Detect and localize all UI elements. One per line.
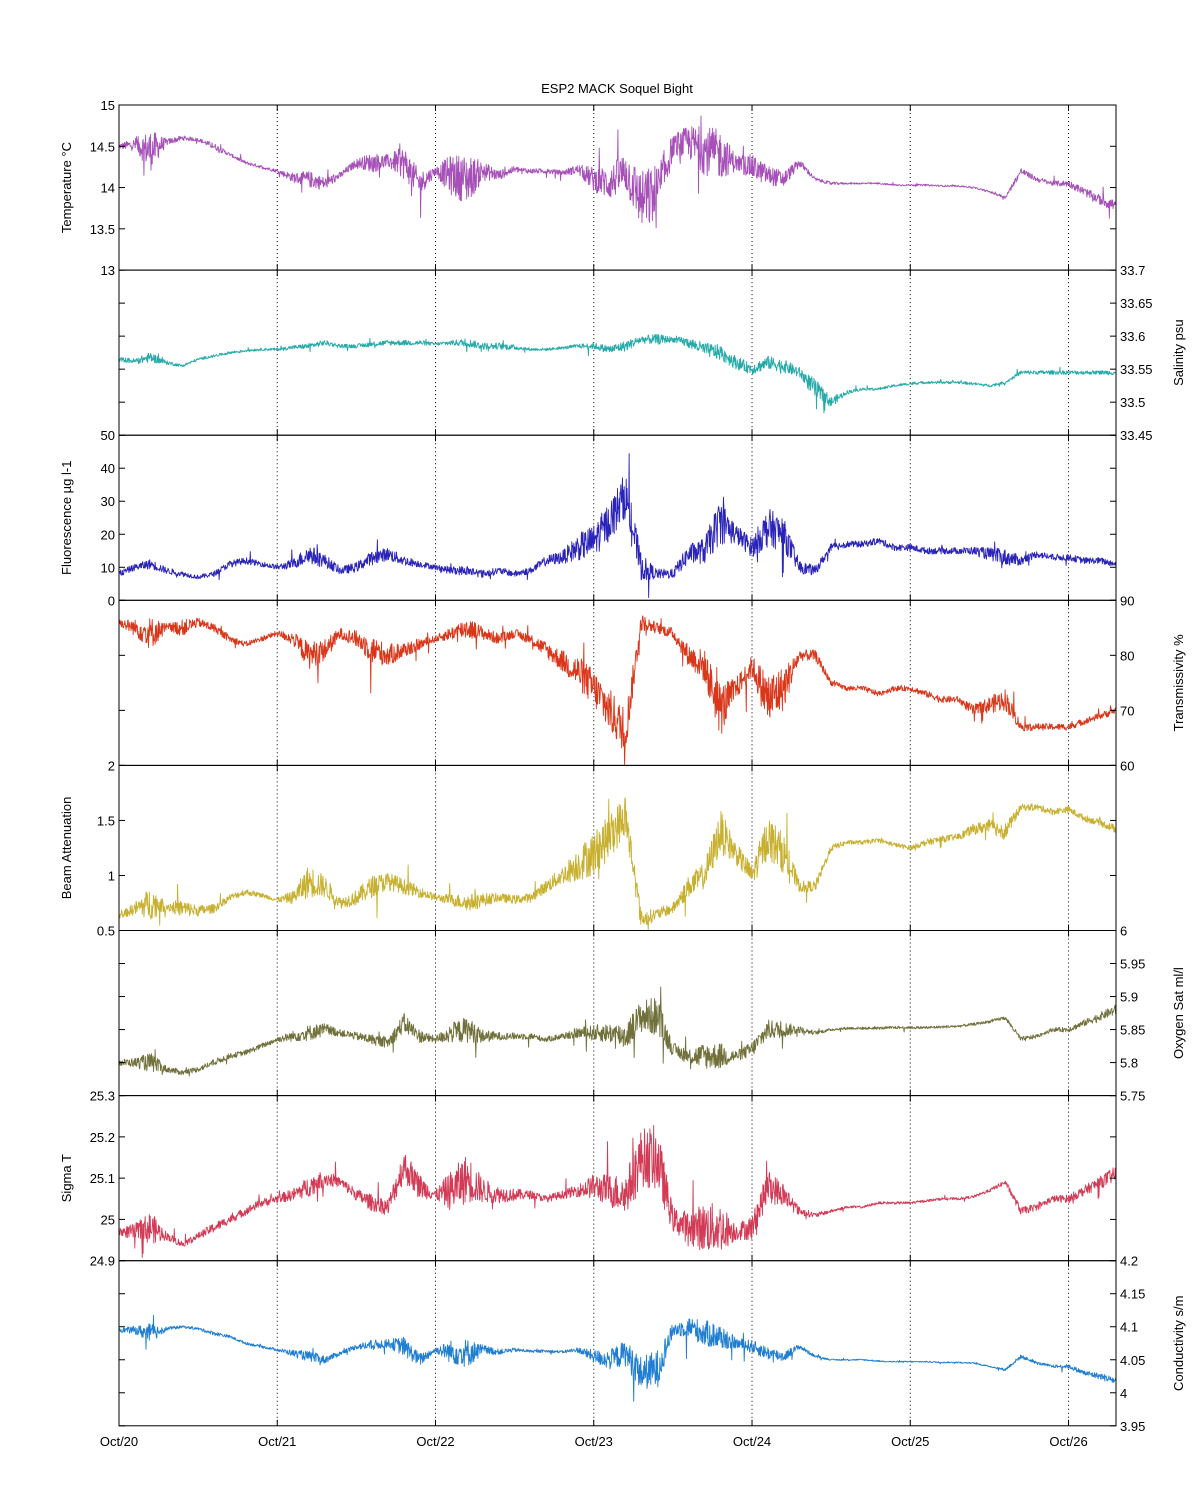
xtick-label-1: Oct/21: [258, 1434, 296, 1449]
ylabel-transmissivity: Transmissivity %: [1171, 634, 1186, 731]
ytick-label-temperature-4: 15: [101, 98, 115, 113]
ytick-label-transmissivity-1: 70: [1120, 703, 1134, 718]
ytick-label-salinity-0: 33.45: [1120, 428, 1153, 443]
ytick-label-oxygen-1: 5.8: [1120, 1056, 1138, 1071]
ytick-label-oxygen-5: 6: [1120, 924, 1127, 939]
ytick-label-conductivity-3: 4.1: [1120, 1320, 1138, 1335]
panel-salinity: 33.45 33.5 33.55 33.6 33.65 33.7 Salinity psu: [118, 263, 1186, 443]
panel-beam_attenuation: 0.5 1 1.5 2 Beam Attenuation: [59, 758, 1117, 939]
chart-title: ESP2 MACK Soquel Bight: [541, 81, 693, 96]
panel-conductivity: 3.95 4 4.05 4.1 4.15 4.2 Conductivity s/m: [118, 1254, 1186, 1434]
ylabel-temperature: Temperature °C: [59, 142, 74, 233]
ytick-label-conductivity-0: 3.95: [1120, 1419, 1145, 1434]
ytick-label-salinity-1: 33.5: [1120, 395, 1145, 410]
ytick-label-fluorescence-1: 10: [101, 560, 115, 575]
ylabel-conductivity: Conductivity s/m: [1171, 1296, 1186, 1391]
xtick-label-4: Oct/24: [733, 1434, 771, 1449]
panel-oxygen: 5.75 5.8 5.85 5.9 5.95 6 Oxygen Sat ml/l: [118, 924, 1186, 1104]
ytick-label-fluorescence-4: 40: [101, 461, 115, 476]
ytick-label-transmissivity-0: 60: [1120, 758, 1134, 773]
ytick-label-sigma_t-1: 25: [101, 1212, 115, 1227]
ytick-label-beam_attenuation-2: 1.5: [97, 813, 115, 828]
ytick-label-fluorescence-3: 30: [101, 494, 115, 509]
ylabel-sigma_t: Sigma T: [59, 1154, 74, 1202]
panel-sigma_t: 24.9 25 25.1 25.2 25.3 Sigma T: [59, 1089, 1117, 1269]
series-line-sigma_t: [118, 1125, 1117, 1258]
ytick-label-conductivity-5: 4.2: [1120, 1254, 1138, 1269]
ytick-label-salinity-4: 33.65: [1120, 296, 1153, 311]
ytick-label-sigma_t-0: 24.9: [90, 1254, 115, 1269]
ytick-label-salinity-3: 33.6: [1120, 329, 1145, 344]
ytick-label-fluorescence-5: 50: [101, 428, 115, 443]
ytick-label-temperature-0: 13: [101, 263, 115, 278]
series-line-transmissivity: [118, 615, 1117, 766]
ytick-label-temperature-1: 13.5: [90, 222, 115, 237]
ytick-label-oxygen-4: 5.95: [1120, 957, 1145, 972]
ytick-label-conductivity-4: 4.15: [1120, 1287, 1145, 1302]
ylabel-salinity: Salinity psu: [1171, 319, 1186, 385]
ytick-label-transmissivity-3: 90: [1120, 593, 1134, 608]
ytick-label-salinity-2: 33.55: [1120, 362, 1153, 377]
ytick-label-sigma_t-4: 25.3: [90, 1089, 115, 1104]
panel-fluorescence: 0 10 20 30 40 50 Fluorescence µg l-1: [59, 428, 1117, 608]
xtick-label-5: Oct/25: [891, 1434, 929, 1449]
ytick-label-sigma_t-2: 25.1: [90, 1171, 115, 1186]
x-axis: Oct/20 Oct/21 Oct/22 Oct/23 Oct/24 Oct/25 Oct/…: [100, 1434, 1088, 1449]
series-line-salinity: [118, 333, 1117, 414]
ytick-label-beam_attenuation-3: 2: [108, 758, 115, 773]
ytick-label-conductivity-2: 4.05: [1120, 1353, 1145, 1368]
ytick-label-temperature-3: 14.5: [90, 139, 115, 154]
ytick-label-oxygen-3: 5.9: [1120, 990, 1138, 1005]
series-line-conductivity: [118, 1314, 1117, 1402]
ytick-label-fluorescence-2: 20: [101, 527, 115, 542]
series-line-beam_attenuation: [118, 797, 1117, 931]
ytick-label-temperature-2: 14: [101, 181, 115, 196]
xtick-label-0: Oct/20: [100, 1434, 138, 1449]
ytick-label-beam_attenuation-1: 1: [108, 868, 115, 883]
ylabel-beam_attenuation: Beam Attenuation: [59, 797, 74, 900]
xtick-label-6: Oct/26: [1049, 1434, 1087, 1449]
ytick-label-transmissivity-2: 80: [1120, 648, 1134, 663]
series-line-fluorescence: [118, 453, 1117, 598]
ytick-label-fluorescence-0: 0: [108, 593, 115, 608]
ytick-label-oxygen-2: 5.85: [1120, 1023, 1145, 1038]
ytick-label-conductivity-1: 4: [1120, 1386, 1127, 1401]
ytick-label-oxygen-0: 5.75: [1120, 1089, 1145, 1104]
panel-transmissivity: 60 70 80 90 Transmissivity %: [118, 593, 1186, 773]
xtick-label-2: Oct/22: [416, 1434, 454, 1449]
xtick-label-3: Oct/23: [575, 1434, 613, 1449]
axes-box-conductivity: [118, 1260, 1117, 1427]
ytick-label-salinity-5: 33.7: [1120, 263, 1145, 278]
series-line-oxygen: [118, 986, 1117, 1077]
ylabel-fluorescence: Fluorescence µg l-1: [59, 461, 74, 575]
ytick-label-sigma_t-3: 25.2: [90, 1130, 115, 1145]
series-line-temperature: [118, 115, 1117, 229]
ytick-label-beam_attenuation-0: 0.5: [97, 924, 115, 939]
ylabel-oxygen: Oxygen Sat ml/l: [1171, 967, 1186, 1059]
